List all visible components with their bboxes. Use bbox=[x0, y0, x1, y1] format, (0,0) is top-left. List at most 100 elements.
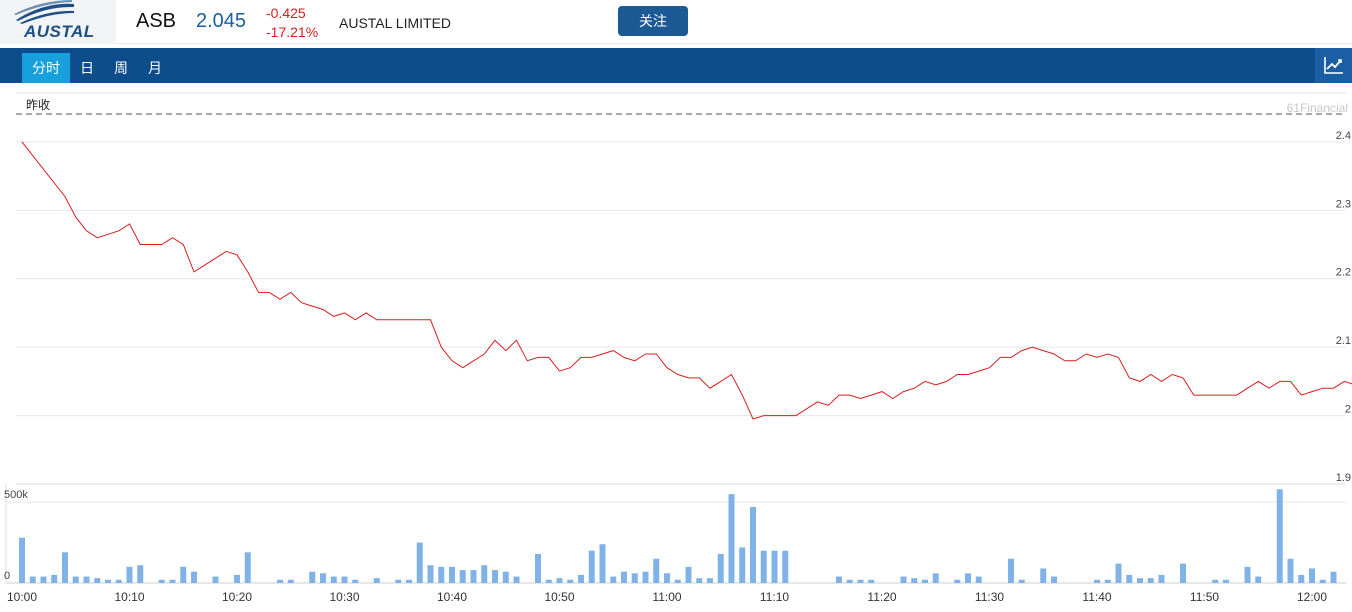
volume-bar bbox=[492, 570, 498, 583]
price-change: -0.425 -17.21% bbox=[266, 4, 318, 42]
volume-bar bbox=[739, 547, 746, 583]
volume-bar bbox=[1298, 574, 1305, 583]
volume-bar bbox=[567, 579, 574, 583]
volume-bar bbox=[51, 574, 58, 583]
volume-bar bbox=[395, 579, 402, 583]
volume-bar bbox=[911, 578, 918, 583]
chart-type-button[interactable] bbox=[1315, 48, 1352, 83]
volume-bar bbox=[535, 553, 541, 583]
volume-bar bbox=[105, 579, 111, 583]
volume-bar bbox=[1018, 579, 1025, 583]
volume-bar bbox=[1115, 563, 1122, 583]
volume-bar bbox=[857, 579, 864, 583]
ticker-symbol: ASB bbox=[136, 10, 177, 32]
volume-bar bbox=[631, 573, 638, 583]
y-tick-label: 2.2 bbox=[1336, 267, 1351, 279]
volume-bar bbox=[416, 542, 423, 583]
volume-bar bbox=[1137, 578, 1143, 583]
change-percent: -17.21% bbox=[266, 24, 319, 40]
volume-bar bbox=[610, 576, 617, 583]
volume-bar bbox=[438, 566, 445, 583]
intraday-chart: 2.4 2.3 2.2 2.1 2 1.9 昨收 61Financial 500k 0 10:00 1… bbox=[4, 92, 1352, 604]
volume-bar bbox=[932, 573, 939, 583]
volume-bar bbox=[782, 550, 789, 583]
volume-bar bbox=[320, 573, 326, 583]
line-chart-icon bbox=[1324, 57, 1343, 74]
volume-bar bbox=[373, 578, 380, 583]
period-tab-bar: 分时 日 周 月 bbox=[0, 48, 1352, 83]
logo-text: AUSTAL bbox=[24, 22, 95, 41]
volume-bar bbox=[1147, 578, 1154, 583]
volume-bar bbox=[29, 576, 36, 583]
volume-bar bbox=[72, 576, 79, 583]
x-tick-label: 11:20 bbox=[867, 590, 896, 604]
volume-bar bbox=[427, 565, 434, 583]
tab-monthly[interactable]: 月 bbox=[148, 60, 162, 76]
volume-bar bbox=[728, 494, 735, 583]
y-tick-label: 2.1 bbox=[1336, 335, 1351, 347]
volume-bar bbox=[158, 579, 165, 583]
volume-bar bbox=[1180, 563, 1186, 583]
volume-bar bbox=[502, 571, 509, 583]
volume-bar bbox=[94, 578, 101, 583]
volume-bar bbox=[1126, 574, 1133, 583]
tab-intraday[interactable]: 分时 bbox=[22, 53, 70, 83]
tab-weekly[interactable]: 周 bbox=[114, 60, 128, 76]
volume-bar bbox=[599, 544, 606, 583]
y-tick-label: 2.3 bbox=[1336, 198, 1351, 210]
x-tick-label: 11:40 bbox=[1082, 590, 1111, 604]
volume-bar bbox=[62, 552, 68, 583]
volume-bar bbox=[459, 570, 466, 583]
volume-bar bbox=[653, 558, 660, 583]
volume-bar bbox=[771, 550, 778, 583]
volume-bar bbox=[137, 565, 144, 583]
x-tick-label: 11:00 bbox=[652, 590, 681, 604]
volume-bar bbox=[19, 537, 25, 583]
change-value: -0.425 bbox=[266, 5, 306, 21]
volume-label-bottom: 0 bbox=[4, 570, 10, 582]
volume-bar bbox=[1051, 576, 1057, 583]
volume-bar bbox=[965, 573, 971, 583]
volume-bar bbox=[1319, 579, 1326, 583]
x-tick-label: 10:20 bbox=[222, 590, 252, 604]
volume-bar bbox=[449, 566, 455, 583]
follow-button[interactable]: 关注 bbox=[618, 6, 688, 36]
volume-bar bbox=[642, 571, 649, 583]
volume-bar bbox=[470, 570, 477, 583]
volume-bar bbox=[40, 576, 47, 583]
volume-bar bbox=[191, 571, 197, 583]
volume-bar bbox=[1287, 558, 1294, 583]
volume-bar bbox=[750, 507, 756, 583]
y-tick-label: 2 bbox=[1345, 404, 1351, 416]
volume-bar bbox=[1094, 579, 1100, 583]
y-tick-label: 2.4 bbox=[1336, 130, 1351, 142]
volume-bar bbox=[234, 574, 240, 583]
volume-bar bbox=[578, 574, 584, 583]
prev-close-label: 昨收 bbox=[26, 98, 50, 112]
volume-bar bbox=[277, 579, 283, 583]
volume-bar bbox=[760, 550, 767, 583]
volume-bar bbox=[922, 579, 928, 583]
company-logo: AUSTAL bbox=[0, 0, 116, 44]
volume-bar bbox=[1212, 579, 1219, 583]
volume-bar bbox=[169, 579, 176, 583]
x-tick-label: 11:10 bbox=[760, 590, 789, 604]
volume-bar bbox=[244, 552, 251, 583]
volume-label-top: 500k bbox=[4, 489, 28, 501]
volume-bar bbox=[126, 566, 133, 583]
x-tick-label: 10:50 bbox=[544, 590, 574, 604]
volume-bar bbox=[1008, 558, 1014, 583]
company-name: AUSTAL LIMITED bbox=[339, 15, 452, 31]
volume-bar bbox=[707, 578, 713, 583]
volume-bar bbox=[868, 579, 875, 583]
volume-bar bbox=[954, 579, 961, 583]
volume-bar bbox=[287, 579, 294, 583]
volume-bar bbox=[621, 571, 627, 583]
volume-bar bbox=[556, 578, 563, 583]
volume-bar bbox=[846, 579, 853, 583]
volume-bar bbox=[1309, 568, 1315, 583]
volume-bar bbox=[180, 566, 187, 583]
tab-daily[interactable]: 日 bbox=[80, 60, 94, 76]
header-bar: AUSTAL ASB 2.045 -0.425 -17.21% AUSTAL L… bbox=[0, 0, 1352, 44]
price-line bbox=[21, 141, 1352, 420]
